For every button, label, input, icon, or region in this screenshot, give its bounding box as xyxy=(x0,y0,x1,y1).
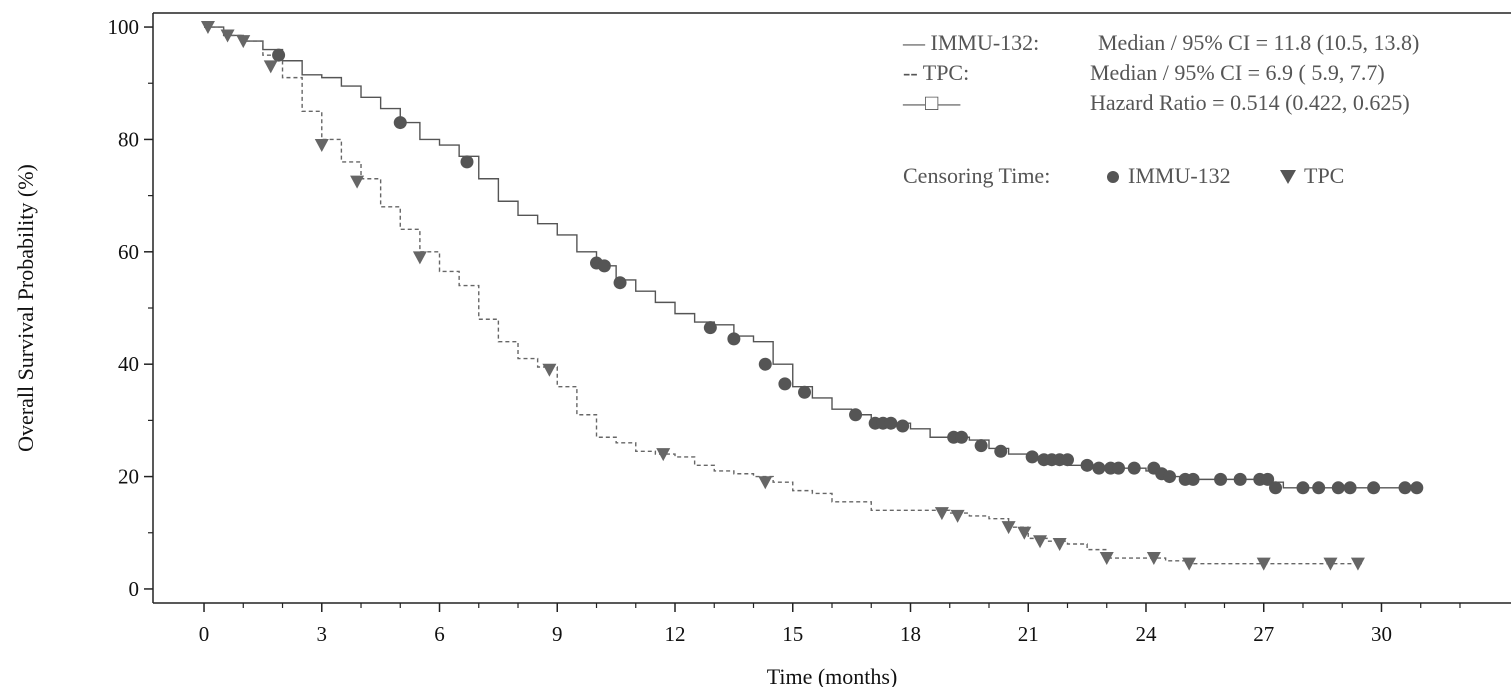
legend-row2-text: Median / 95% CI = 6.9 ( 5.9, 7.7) xyxy=(1090,60,1385,85)
legend: — IMMU-132: Median / 95% CI = 11.8 (10.5… xyxy=(902,30,1419,188)
immu-censor-mark xyxy=(1261,472,1275,486)
legend-row2-name: -- TPC: xyxy=(903,60,969,85)
x-tick-label: 15 xyxy=(782,622,803,646)
x-tick-label: 27 xyxy=(1253,622,1274,646)
y-tick-label: 0 xyxy=(129,577,140,601)
tpc-censor-mark xyxy=(1099,552,1114,566)
tpc-censor-mark xyxy=(220,29,235,43)
immu-censor-mark xyxy=(1312,481,1326,495)
immu-censor-mark xyxy=(778,377,792,391)
immu-censor-mark xyxy=(393,116,407,130)
tpc-censor-mark xyxy=(1001,521,1016,535)
tpc-censor-mark xyxy=(200,21,215,35)
immu-censor-mark xyxy=(1269,481,1283,495)
x-tick-label: 6 xyxy=(434,622,445,646)
tpc-censor-mark xyxy=(542,363,557,377)
y-axis-label: Overall Survival Probability (%) xyxy=(13,164,38,452)
legend-row3-name: —□— xyxy=(902,90,961,115)
immu-censor-mark xyxy=(1214,472,1228,486)
immu-censor-mark xyxy=(1163,470,1177,484)
immu-censor-mark xyxy=(1025,450,1039,464)
immu-censor-mark xyxy=(994,444,1008,458)
immu-censor-mark xyxy=(1410,481,1424,495)
immu-censor-mark xyxy=(1296,481,1310,495)
immu-censor-mark xyxy=(974,439,988,453)
legend-circle-icon xyxy=(1107,171,1119,183)
y-tick-label: 20 xyxy=(118,465,139,489)
immu-censor-mark xyxy=(1080,458,1094,472)
y-tick-label: 40 xyxy=(118,352,139,376)
immu-censor-mark xyxy=(703,321,717,335)
y-tick-label: 100 xyxy=(108,15,140,39)
x-tick-label: 3 xyxy=(317,622,328,646)
tpc-censor-mark xyxy=(1350,557,1365,571)
x-tick-label: 24 xyxy=(1135,622,1157,646)
immu-censor-mark xyxy=(1186,472,1200,486)
immu-censor-mark xyxy=(1331,481,1345,495)
tpc-censor-mark xyxy=(1146,552,1161,566)
immu-censor-mark xyxy=(849,408,863,422)
legend-row1-text: Median / 95% CI = 11.8 (10.5, 13.8) xyxy=(1098,30,1419,55)
y-tick-label: 60 xyxy=(118,240,139,264)
y-tick-label: 80 xyxy=(118,127,139,151)
immu-censor-mark xyxy=(272,48,286,62)
legend-row3-text: Hazard Ratio = 0.514 (0.422, 0.625) xyxy=(1090,90,1410,115)
tpc-censor-mark xyxy=(412,251,427,265)
legend-censor-label: Censoring Time: xyxy=(903,163,1050,188)
tpc-censor-mark xyxy=(1033,535,1048,549)
immu-censor-mark xyxy=(613,276,627,290)
x-tick-label: 12 xyxy=(665,622,686,646)
immu-censor-mark xyxy=(597,259,611,273)
immu-censor-mark xyxy=(798,385,812,399)
x-tick-label: 30 xyxy=(1371,622,1392,646)
axis-ticks: 0 3 6 9 12 15 18 21 24 27 30 0 20 40 60 80 100 xyxy=(108,15,1461,646)
legend-censor-immu: IMMU-132 xyxy=(1128,163,1231,188)
tpc-censor-mark xyxy=(1017,526,1032,540)
immu-censor-mark xyxy=(1112,461,1126,475)
immu-censor-mark xyxy=(896,419,910,433)
legend-triangle-icon xyxy=(1280,170,1296,184)
tpc-censor-mark xyxy=(934,507,949,521)
x-tick-label: 18 xyxy=(900,622,921,646)
immu-censor-mark xyxy=(1092,461,1106,475)
x-tick-label: 0 xyxy=(199,622,210,646)
immu-censor-mark xyxy=(1343,481,1357,495)
tpc-censor-mark xyxy=(236,35,251,49)
censor-markers xyxy=(200,21,1424,571)
tpc-survival-line xyxy=(204,26,1362,565)
tpc-censor-mark xyxy=(758,476,773,490)
immu-censor-mark xyxy=(1367,481,1381,495)
legend-censor-tpc: TPC xyxy=(1304,163,1344,188)
tpc-censor-mark xyxy=(1182,557,1197,571)
tpc-censor-mark xyxy=(263,60,278,74)
legend-row1-name: — IMMU-132: xyxy=(902,30,1039,55)
immu-censor-mark xyxy=(1060,453,1074,467)
immu-censor-mark xyxy=(460,155,474,169)
tpc-censor-mark xyxy=(350,175,365,189)
immu-censor-mark xyxy=(1233,472,1247,486)
tpc-censor-mark xyxy=(1323,557,1338,571)
tpc-censor-mark xyxy=(950,509,965,523)
tpc-censor-mark xyxy=(314,139,329,153)
immu-censor-mark xyxy=(727,332,741,346)
tpc-censor-mark xyxy=(1052,538,1067,551)
x-axis-label: Time (months) xyxy=(767,664,898,687)
immu-censor-mark xyxy=(758,357,772,371)
x-tick-label: 9 xyxy=(552,622,563,646)
tpc-censor-mark xyxy=(656,448,671,462)
immu-censor-mark xyxy=(955,430,969,444)
immu-censor-mark xyxy=(1127,461,1141,475)
x-tick-label: 21 xyxy=(1018,622,1039,646)
tpc-censor-mark xyxy=(1256,557,1271,571)
immu-censor-mark xyxy=(884,416,898,430)
immu-censor-mark xyxy=(1398,481,1412,495)
